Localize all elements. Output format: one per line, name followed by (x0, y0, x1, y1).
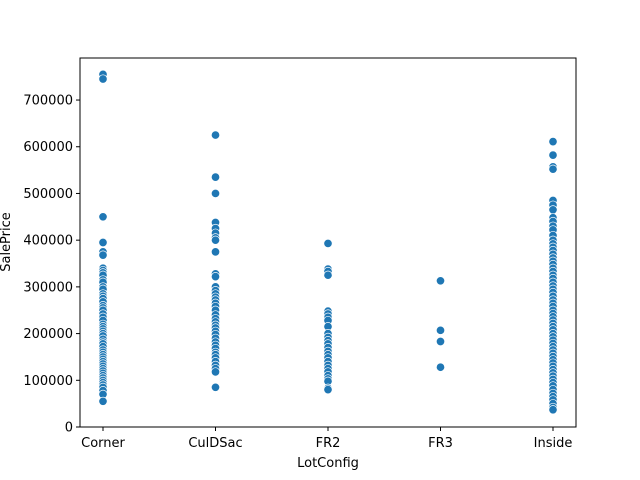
data-point (210, 130, 221, 140)
y-tick-label: 300000 (23, 280, 73, 295)
y-axis: 0 100000 200000 300000 400000 500000 600000 700… (23, 94, 80, 436)
y-tick-label: 100000 (23, 374, 73, 389)
data-point (548, 205, 558, 215)
data-point (548, 405, 558, 415)
data-point (435, 336, 446, 347)
y-tick-label: 0 (65, 421, 73, 436)
data-point (548, 150, 558, 160)
data-point (435, 276, 446, 286)
data-point (98, 396, 108, 406)
data-point (548, 137, 558, 147)
y-tick-label: 400000 (23, 234, 73, 249)
points-layer (98, 69, 558, 415)
data-point (98, 212, 108, 222)
data-point (98, 74, 108, 84)
y-tick-label: 600000 (23, 140, 73, 155)
y-axis-label: SalePrice (0, 212, 14, 272)
data-point (210, 367, 221, 377)
data-point (323, 385, 333, 395)
x-tick-label: FR2 (316, 436, 341, 451)
y-tick-label: 500000 (23, 187, 73, 202)
data-point (548, 164, 558, 174)
data-point (98, 250, 108, 260)
data-point (210, 247, 221, 257)
x-tick-label: FR3 (428, 436, 453, 451)
data-point (210, 188, 221, 199)
x-tick-label: Inside (534, 436, 573, 451)
y-tick-label: 700000 (23, 94, 73, 109)
data-point (323, 238, 333, 248)
x-tick-label: CulDSac (188, 436, 242, 451)
data-point (98, 237, 108, 248)
y-tick-label: 200000 (23, 327, 73, 342)
x-tick-label: Corner (81, 436, 125, 451)
data-point (210, 235, 221, 245)
data-point (323, 270, 333, 280)
data-point (210, 272, 221, 282)
data-point (435, 362, 446, 372)
data-point (210, 382, 221, 392)
x-axis: Corner CulDSac FR2 FR3 Inside (81, 427, 572, 451)
data-point (435, 325, 446, 335)
x-axis-label: LotConfig (297, 456, 359, 471)
data-point (210, 172, 221, 182)
